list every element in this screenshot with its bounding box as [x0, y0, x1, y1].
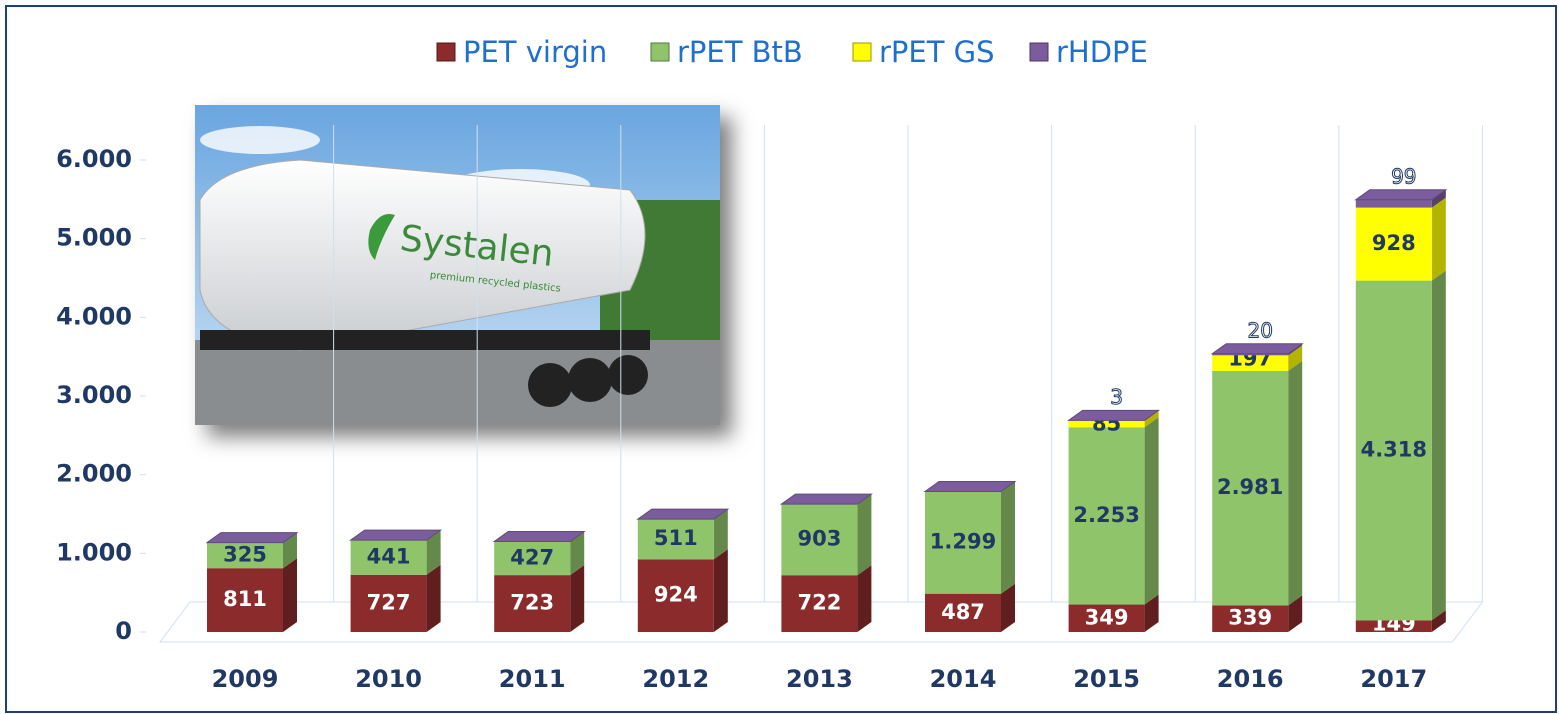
legend-label: rHDPE [1056, 35, 1148, 69]
value-label: 2.253 [1073, 503, 1139, 527]
y-tick-label: 0 [115, 617, 132, 645]
legend-label: rPET GS [879, 35, 995, 69]
value-label: 1.299 [930, 530, 996, 554]
legend-label: rPET BtB [677, 35, 803, 69]
x-tick-label: 2013 [786, 665, 853, 693]
bar-side [427, 565, 441, 632]
value-label: 811 [223, 587, 267, 611]
value-label: 349 [1085, 605, 1129, 629]
value-label: 3 [1110, 385, 1123, 409]
bar-top [207, 533, 297, 543]
bar-side [1145, 417, 1159, 604]
value-label: 487 [941, 600, 985, 624]
x-tick-label: 2016 [1217, 665, 1284, 693]
value-label: 722 [797, 591, 841, 615]
bar-top [1356, 190, 1446, 200]
value-label: 924 [654, 583, 698, 607]
value-label: 20 [1247, 318, 1272, 342]
y-tick-label: 3.000 [56, 381, 132, 409]
x-tick-label: 2014 [930, 665, 997, 693]
page: Systalen premium recycled plastics 0 1.00… [0, 0, 1559, 714]
bar-top [925, 482, 1015, 492]
y-tick-label: 6.000 [56, 145, 132, 173]
bar-side [1432, 198, 1446, 281]
bar-side [857, 494, 871, 575]
value-label: 928 [1372, 231, 1416, 255]
y-tick-label: 5.000 [56, 224, 132, 252]
bar-top [638, 509, 728, 519]
x-tick-label: 2017 [1360, 665, 1427, 693]
bar-side [1432, 271, 1446, 621]
y-tick-label: 4.000 [56, 302, 132, 330]
bar-segment [1356, 200, 1432, 208]
bar-side [570, 565, 584, 632]
wheel [528, 363, 572, 407]
value-label: 2.981 [1217, 475, 1283, 499]
value-label: 325 [223, 542, 267, 566]
bar-side [714, 549, 728, 632]
legend-swatch [853, 43, 871, 61]
x-tick-label: 2012 [642, 665, 709, 693]
value-label: 427 [510, 545, 554, 569]
legend-swatch [437, 43, 455, 61]
y-tick-label: 1.000 [56, 538, 132, 566]
legend-swatch [1030, 43, 1048, 61]
value-label: 99 [1391, 164, 1416, 188]
wheel [568, 358, 612, 402]
bar-top [351, 530, 441, 540]
bar-top [781, 494, 871, 504]
legend-label: PET virgin [463, 35, 607, 69]
bar-side [1001, 482, 1015, 594]
x-tick-label: 2011 [499, 665, 566, 693]
cloud [200, 126, 320, 154]
photo: Systalen premium recycled plastics [195, 105, 720, 425]
value-label: 441 [367, 544, 411, 568]
value-label: 4.318 [1361, 437, 1427, 461]
x-tick-label: 2010 [355, 665, 422, 693]
bar-top [494, 532, 584, 542]
bar-top [1212, 344, 1302, 354]
value-label: 723 [510, 591, 554, 615]
chart: Systalen premium recycled plastics 0 1.00… [0, 0, 1559, 714]
value-label: 903 [797, 527, 841, 551]
x-tick-label: 2015 [1073, 665, 1140, 693]
legend-swatch [651, 43, 669, 61]
x-tick-label: 2009 [212, 665, 279, 693]
y-tick-label: 2.000 [56, 460, 132, 488]
value-label: 339 [1228, 606, 1272, 630]
bar-side [1288, 361, 1302, 606]
bar-side [857, 565, 871, 632]
value-label: 727 [367, 590, 411, 614]
wheel [608, 355, 648, 395]
chassis [200, 330, 650, 350]
value-label: 511 [654, 526, 698, 550]
bar-top [1069, 410, 1159, 420]
bar-side [283, 558, 297, 632]
